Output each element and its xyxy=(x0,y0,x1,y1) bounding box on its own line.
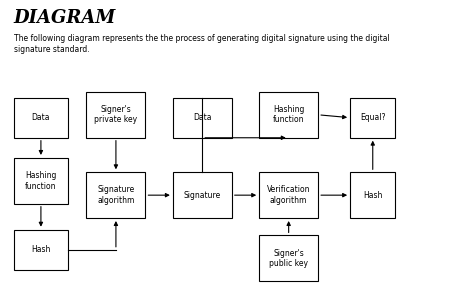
Text: Data: Data xyxy=(32,113,50,122)
FancyBboxPatch shape xyxy=(259,235,318,281)
FancyBboxPatch shape xyxy=(14,230,68,270)
Text: Data: Data xyxy=(193,113,211,122)
Text: Hash: Hash xyxy=(363,191,383,200)
FancyBboxPatch shape xyxy=(259,92,318,138)
Text: Signature
algorithm: Signature algorithm xyxy=(97,185,135,205)
Text: Equal?: Equal? xyxy=(360,113,385,122)
FancyBboxPatch shape xyxy=(350,172,395,218)
FancyBboxPatch shape xyxy=(14,98,68,138)
FancyBboxPatch shape xyxy=(259,172,318,218)
Text: DIAGRAM: DIAGRAM xyxy=(14,9,116,27)
Text: Hash: Hash xyxy=(31,245,51,254)
Text: Hashing
function: Hashing function xyxy=(273,105,304,125)
FancyBboxPatch shape xyxy=(173,172,232,218)
Text: Signer's
private key: Signer's private key xyxy=(94,105,137,125)
Text: The following diagram represents the the process of generating digital signature: The following diagram represents the the… xyxy=(14,34,389,54)
FancyBboxPatch shape xyxy=(350,98,395,138)
Text: Hashing
function: Hashing function xyxy=(25,171,57,191)
Text: Signature: Signature xyxy=(183,191,221,200)
Text: Verification
algorithm: Verification algorithm xyxy=(267,185,310,205)
FancyBboxPatch shape xyxy=(14,158,68,204)
FancyBboxPatch shape xyxy=(86,92,146,138)
FancyBboxPatch shape xyxy=(86,172,146,218)
FancyBboxPatch shape xyxy=(173,98,232,138)
Text: Signer's
public key: Signer's public key xyxy=(269,249,308,268)
